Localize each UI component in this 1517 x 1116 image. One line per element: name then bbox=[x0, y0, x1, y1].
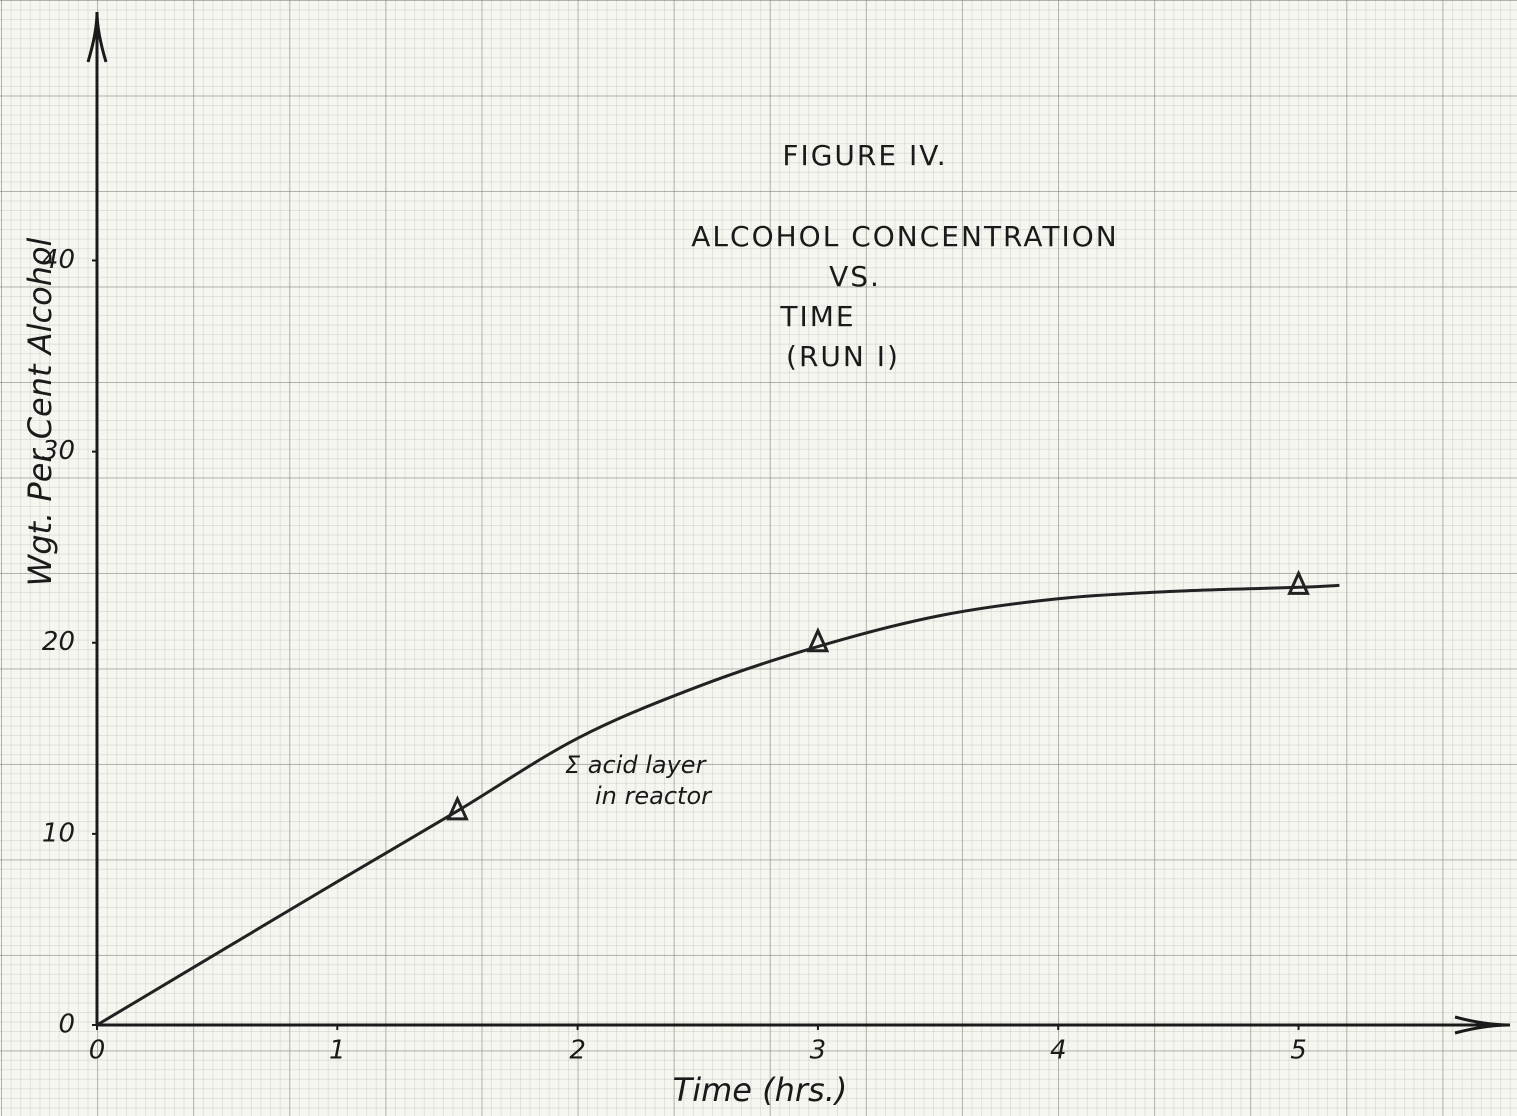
annotation: Σ acid layer bbox=[565, 751, 708, 779]
chart-title: (RUN I) bbox=[786, 340, 900, 373]
annotation: in reactor bbox=[595, 782, 713, 810]
y-tick-label: 0 bbox=[58, 1010, 75, 1040]
y-tick-label: 30 bbox=[42, 436, 75, 466]
chart-title: TIME bbox=[779, 300, 855, 333]
chart-title: FIGURE IV. bbox=[782, 139, 947, 172]
y-tick-label: 40 bbox=[42, 245, 75, 275]
chart-title: ALCOHOL CONCENTRATION bbox=[691, 220, 1118, 253]
data-point bbox=[806, 627, 830, 653]
x-tick-label: 3 bbox=[810, 1036, 827, 1066]
x-tick-label: 0 bbox=[89, 1036, 106, 1066]
fitted-curve bbox=[96, 583, 1340, 1027]
data-point bbox=[1287, 569, 1310, 595]
y-tick-label: 10 bbox=[42, 818, 75, 848]
chart-title: VS. bbox=[829, 260, 881, 293]
x-axis-label: Time (hrs.) bbox=[673, 1071, 848, 1109]
x-tick-label: 1 bbox=[329, 1036, 346, 1066]
x-tick-label: 4 bbox=[1050, 1036, 1067, 1066]
axis-arrow bbox=[1454, 1015, 1511, 1035]
y-tick-label: 20 bbox=[42, 627, 75, 657]
x-tick-label: 5 bbox=[1290, 1036, 1307, 1066]
axis-arrow bbox=[86, 11, 108, 63]
x-tick-label: 2 bbox=[569, 1036, 586, 1066]
y-axis-label: Wgt. Per Cent Alcohol bbox=[21, 237, 59, 586]
